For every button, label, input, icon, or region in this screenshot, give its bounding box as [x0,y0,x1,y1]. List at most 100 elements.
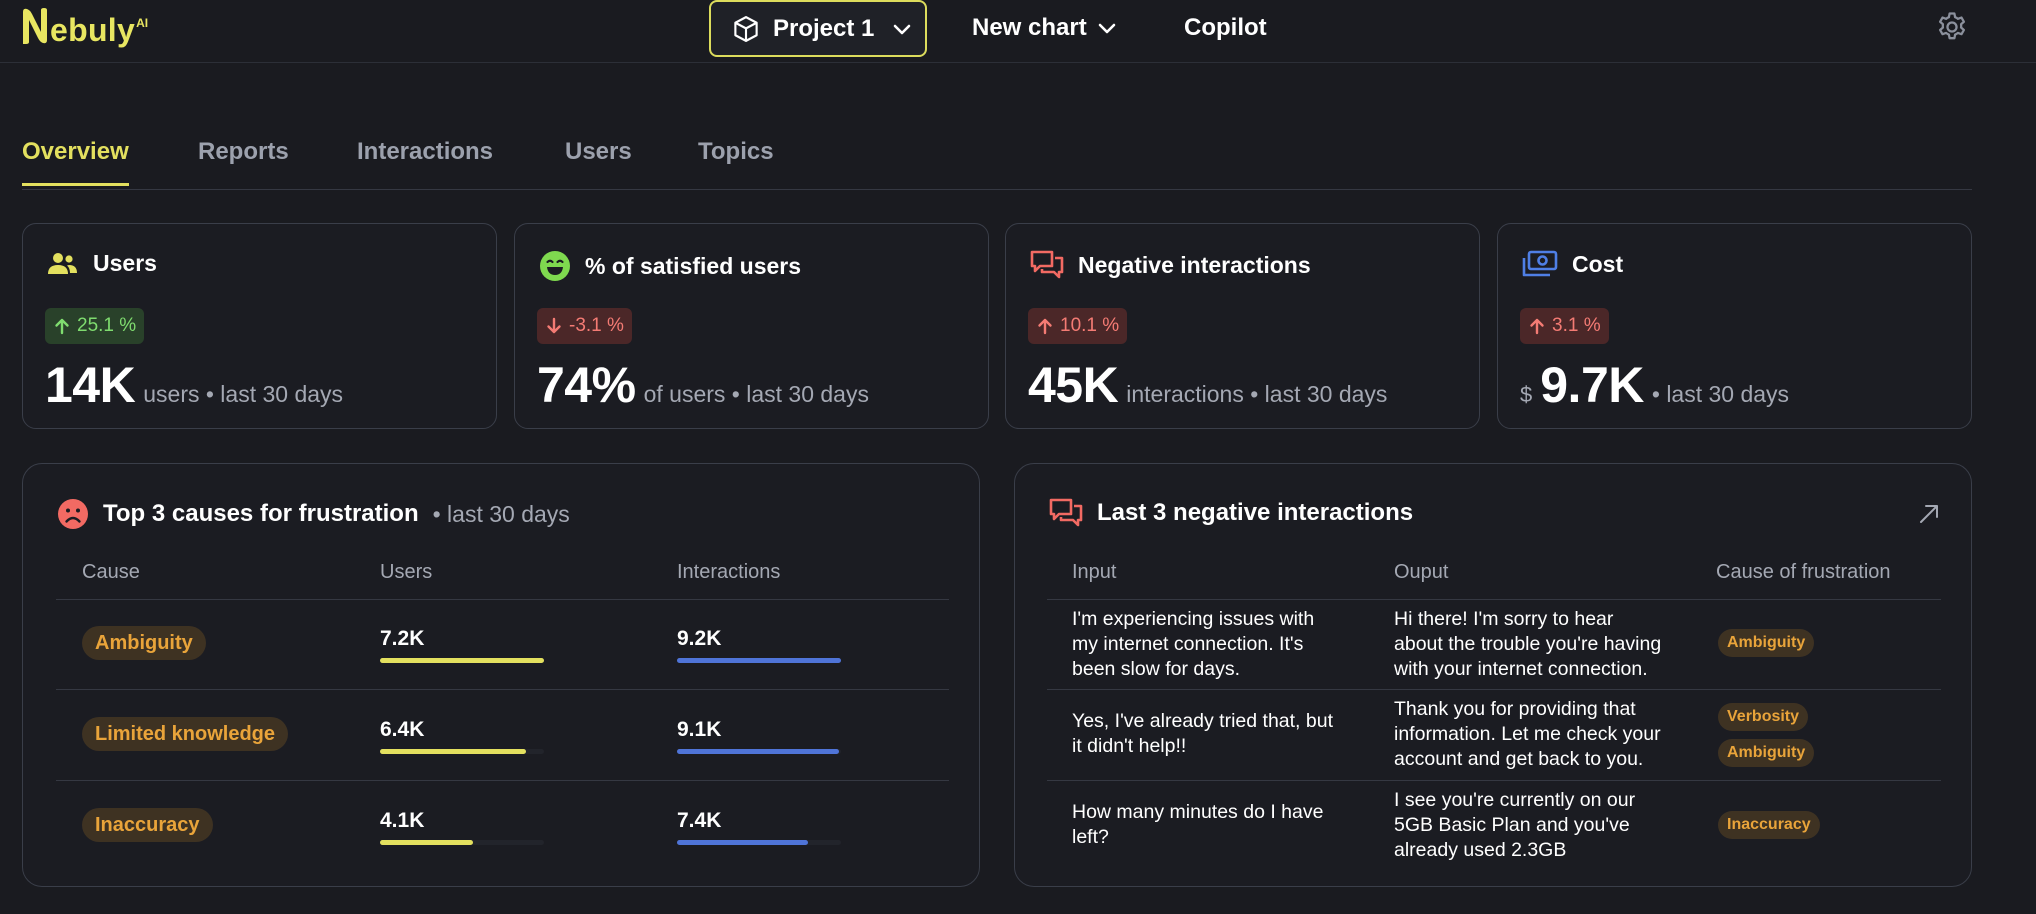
project-selector-button[interactable]: Project 1 [709,0,927,57]
row-divider [56,689,949,690]
users-value: 14K [45,357,136,413]
satisfied-stat-line: 74% of users • last 30 days [537,356,869,414]
chat-bubbles-icon [1049,498,1083,527]
logo-superscript: AI [136,16,149,30]
new-chart-dropdown[interactable]: New chart [972,10,1117,46]
frustration-causes-panel: Top 3 causes for frustration • last 30 d… [22,463,980,887]
users-card-title: Users [93,250,157,276]
interactions-bar [677,749,841,754]
external-link-arrow-icon[interactable] [1917,502,1941,526]
column-header-users: Users [380,561,433,583]
chat-bubbles-icon [1030,250,1064,279]
cause-chip: Ambiguity [1718,739,1815,767]
cause-chip: Limited knowledge [82,717,289,751]
interactions-bar [677,840,841,845]
cost-suffix: • last 30 days [1651,381,1790,407]
cost-stat-line: $ 9.7K • last 30 days [1520,356,1789,414]
cost-card-title: Cost [1572,250,1624,277]
users-count: 6.4K [380,718,425,741]
column-header-input: Input [1072,561,1117,583]
interactions-bar [677,658,841,663]
satisfied-change-value: -3.1 % [569,315,624,336]
interactions-count: 7.4K [677,809,722,832]
satisfied-change-badge: -3.1 % [537,308,632,344]
tab-interactions[interactable]: Interactions [357,138,494,165]
negative-suffix: interactions • last 30 days [1126,381,1388,407]
users-bar [380,749,544,754]
logo-text: ebuly [50,12,136,48]
nebuly-logo[interactable]: ebuly AI [20,6,148,52]
interactions-count: 9.1K [677,718,722,741]
users-bar-fill [380,840,474,845]
header-divider [1047,599,1941,600]
users-icon [48,252,77,274]
panel-title: Last 3 negative interactions [1049,498,1413,528]
users-bar-fill [380,658,544,663]
interaction-output[interactable]: Thank you for providing that information… [1394,698,1661,770]
cube-icon [734,15,758,42]
chevron-down-icon [894,24,911,34]
column-header-interactions: Interactions [677,561,781,583]
arrow-up-icon [1530,318,1544,335]
cost-stat-card[interactable]: Cost 3.1 % $ 9.7K • last 30 days [1497,223,1972,429]
cause-chip: Inaccuracy [82,808,213,842]
negative-interactions-stat-card[interactable]: Negative interactions 10.1 % 45K interac… [1005,223,1480,429]
smiley-icon [540,251,570,281]
negative-panel-title: Last 3 negative interactions [1097,499,1414,526]
chevron-down-icon [1098,23,1116,34]
interaction-input[interactable]: How many minutes do I have left? [1072,801,1324,848]
cause-chip: Ambiguity [82,626,206,660]
interaction-input[interactable]: Yes, I've already tried that, but it did… [1072,710,1333,757]
new-chart-label: New chart [972,14,1087,41]
negative-change-value: 10.1 % [1060,315,1120,336]
top-bar: ebuly AI Project 1 New chart Copilot [0,0,2036,63]
satisfied-users-stat-card[interactable]: % of satisfied users -3.1 % 74% of users… [514,223,989,429]
arrow-up-icon [55,318,69,335]
card-title: Cost [1522,250,1623,278]
interaction-output[interactable]: I see you're currently on our 5GB Basic … [1394,789,1636,861]
users-change-value: 25.1 % [77,315,137,336]
cause-chip: Verbosity [1718,703,1809,731]
column-header-cause: Cause [82,561,140,583]
users-count: 7.2K [380,627,425,650]
frown-icon [58,499,88,529]
tab-reports[interactable]: Reports [198,138,289,165]
tab-bar: Overview Reports Interactions Users Topi… [22,128,1972,190]
last-negative-interactions-panel: Last 3 negative interactions Input Ouput… [1014,463,1972,887]
negative-change-badge: 10.1 % [1028,308,1128,344]
panel-title: Top 3 causes for frustration • last 30 d… [57,498,570,530]
column-header-output: Ouput [1394,561,1449,583]
interactions-bar-fill [677,658,841,663]
tab-overview[interactable]: Overview [22,138,129,186]
cost-currency: $ [1520,382,1533,407]
card-title: Negative interactions [1030,250,1311,280]
column-header-cause: Cause of frustration [1716,561,1891,583]
arrow-up-icon [1038,318,1052,335]
tab-users[interactable]: Users [565,138,632,165]
users-bar [380,658,544,663]
cost-value: 9.7K [1540,357,1644,413]
users-change-badge: 25.1 % [45,308,145,344]
row-divider [1047,689,1941,690]
copilot-label: Copilot [1184,14,1267,41]
row-divider [1047,780,1941,781]
tab-topics[interactable]: Topics [698,138,774,165]
interactions-bar-fill [677,749,840,754]
gear-icon[interactable] [1935,10,1969,44]
copilot-link[interactable]: Copilot [1184,10,1267,46]
users-bar-fill [380,749,526,754]
interaction-output[interactable]: Hi there! I'm sorry to hear about the tr… [1394,608,1662,680]
project-label: Project 1 [773,14,875,42]
cause-chip: Inaccuracy [1718,811,1820,839]
header-divider [56,599,949,600]
users-stat-card[interactable]: Users 25.1 % 14K users • last 30 days [22,223,497,429]
users-count: 4.1K [380,809,425,832]
card-title: Users [47,250,157,277]
card-title: % of satisfied users [539,250,801,282]
satisfied-suffix: of users • last 30 days [643,381,869,407]
satisfied-value: 74% [537,357,636,413]
interactions-bar-fill [677,840,809,845]
nebuly-n-logo-icon [23,8,47,44]
interaction-input[interactable]: I'm experiencing issues with my internet… [1072,608,1315,680]
row-divider [56,780,949,781]
